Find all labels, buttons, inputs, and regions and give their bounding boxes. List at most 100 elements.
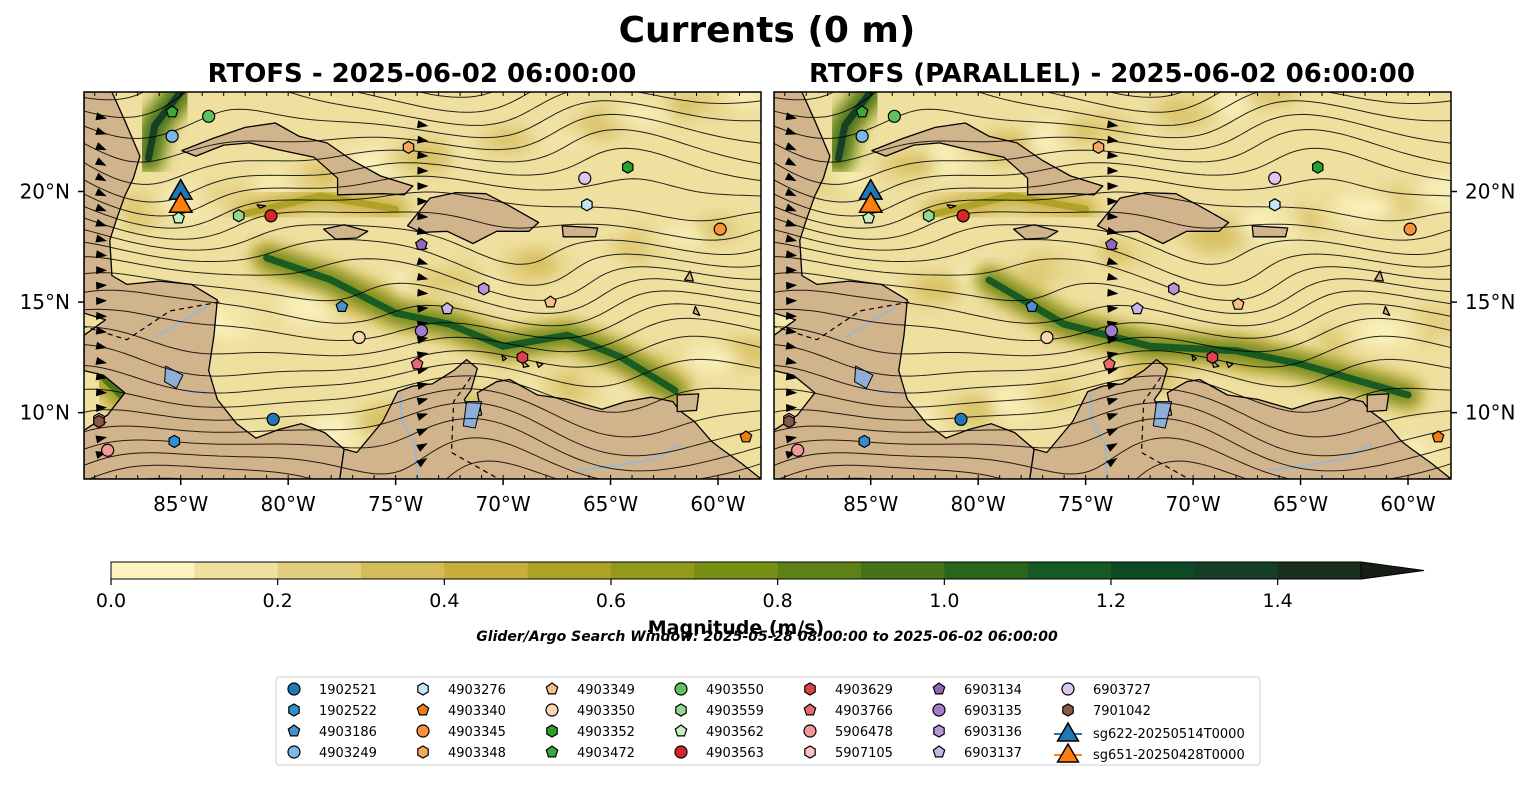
speed-blob	[1392, 317, 1433, 336]
speed-blob	[550, 237, 615, 274]
marker-legend: 1902521 1902522 4903186 4903249 4903276 49033…	[275, 676, 1261, 766]
flow-arrow	[785, 326, 798, 335]
float-marker-4903350	[352, 330, 366, 345]
float-marker-4903349	[1231, 297, 1245, 310]
colorbar-tick-label: 1.0	[929, 590, 959, 612]
flow-arrow	[1106, 272, 1119, 281]
colorbar-tick-label: 1.2	[1096, 590, 1126, 612]
legend-marker	[803, 724, 817, 738]
landmass	[1374, 270, 1384, 282]
legend-marker	[674, 682, 688, 696]
float-marker-6903136	[478, 282, 490, 296]
float-marker-6903134	[414, 237, 428, 250]
flow-arrow	[785, 435, 798, 444]
figure-title: Currents (0 m)	[619, 10, 916, 51]
flow-arrow	[1106, 397, 1119, 406]
flow-arrow	[1107, 151, 1119, 160]
float-marker-7901042	[783, 414, 795, 429]
y-tick-label: 15°N	[1465, 290, 1515, 314]
colorbar-tick-label: 0.0	[96, 590, 126, 612]
legend-label: 6903137	[964, 746, 1022, 761]
legend-label: 4903350	[577, 704, 635, 719]
colorbar-segment	[861, 562, 945, 579]
flow-arrow	[96, 266, 108, 275]
legend-label: 4903348	[448, 746, 506, 761]
landmass	[256, 204, 267, 209]
current-jet	[228, 178, 413, 231]
float-marker-6903137	[440, 301, 454, 315]
legend-marker	[804, 682, 816, 696]
legend-label: 4903249	[319, 746, 377, 761]
float-marker-sg651-20250428T0000	[858, 191, 884, 214]
flow-arrow	[416, 397, 429, 406]
legend-marker	[674, 745, 688, 759]
colorbar-segment	[694, 562, 779, 579]
float-marker-5906478	[791, 443, 805, 457]
landmass	[1366, 393, 1390, 413]
colorbar-segment	[777, 562, 862, 579]
flow-arrow	[1106, 120, 1119, 129]
float-marker-4903249	[165, 129, 179, 143]
legend-label: 5907105	[835, 746, 893, 761]
river	[1268, 442, 1372, 472]
flow-arrow	[95, 112, 108, 121]
float-markers	[93, 105, 753, 457]
legend-label: 4903349	[577, 683, 635, 698]
flow-arrow	[785, 127, 797, 135]
legend-label: 1902521	[319, 683, 377, 698]
float-marker-4903350	[1040, 330, 1054, 345]
border	[1140, 376, 1190, 479]
flow-arrow	[416, 272, 429, 281]
y-tick-label: 15°N	[20, 290, 70, 314]
map-panel-rtofs-parallel: RTOFS (PARALLEL) - 2025-06-02 06:00:00 8…	[773, 59, 1515, 516]
panel-title-rtofs-parallel: RTOFS (PARALLEL) - 2025-06-02 06:00:00	[809, 59, 1415, 89]
landmass	[1382, 305, 1391, 317]
colorbar-segment	[1111, 562, 1195, 579]
legend-item: 4903340	[416, 703, 506, 719]
lake	[854, 365, 874, 389]
speed-blob	[1022, 251, 1087, 282]
float-marker-4903186	[335, 299, 349, 312]
float-marker-4903562	[172, 211, 186, 224]
legend-label: 4903276	[448, 683, 506, 698]
legend-label: 4903472	[577, 746, 635, 761]
float-marker-6903134	[1104, 237, 1118, 250]
x-tick-label: 75°W	[368, 492, 423, 516]
flow-arrow	[786, 266, 798, 275]
flow-arrow	[785, 356, 798, 365]
speed-blob	[224, 303, 273, 334]
flow-arrow	[784, 172, 797, 182]
legend-label: 4903352	[577, 725, 635, 740]
legend-item: 4903563	[674, 745, 764, 761]
float-marker-4903349	[543, 295, 557, 308]
flow-arrow	[785, 281, 798, 290]
speed-blob	[914, 273, 963, 304]
current-jet	[918, 178, 1103, 231]
flow-arrow	[416, 457, 428, 468]
flow-arrow	[95, 127, 107, 135]
flow-arrow	[95, 326, 108, 335]
flow-arrow	[95, 435, 108, 444]
legend-item: 4903349	[545, 682, 635, 698]
float-marker-4903550	[202, 109, 216, 123]
legend-marker	[932, 682, 946, 695]
legend-label: 4903766	[835, 704, 893, 719]
flow-arrow	[785, 372, 798, 381]
legend-item: 4903550	[674, 682, 764, 698]
colorbar-segment	[944, 562, 1029, 579]
colorbar-segment	[611, 562, 695, 579]
colorbar-segment	[194, 562, 279, 579]
colorbar-segment	[527, 562, 612, 579]
colorbar-label: Magnitude (m/s)	[648, 617, 825, 639]
float-marker-6903727	[578, 171, 592, 185]
flow-arrow	[1106, 413, 1119, 421]
flow-arrow	[95, 388, 108, 397]
colorbar-segment	[361, 562, 445, 579]
speed-blob	[659, 226, 708, 245]
legend-label: 5906478	[835, 725, 893, 740]
float-marker-4903348	[402, 140, 415, 154]
flow-arrow	[1106, 227, 1119, 235]
legend-marker	[416, 724, 430, 738]
legend-marker	[545, 682, 559, 695]
legend-marker	[674, 724, 688, 737]
